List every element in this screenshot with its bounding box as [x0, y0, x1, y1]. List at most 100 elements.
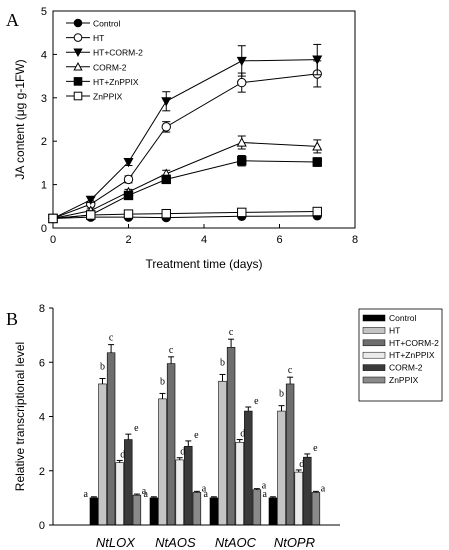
legend-marker: [73, 48, 83, 58]
series-znppix: [48, 206, 322, 224]
bar-znppix: [252, 489, 262, 526]
data-point: [236, 56, 247, 67]
legend-swatch: [362, 351, 386, 359]
legend-marker: [73, 61, 83, 71]
bar-control: [268, 497, 278, 526]
legend: Control HT HT+CORM-2 HT+ZnPPIX CORM-2 ZnPPIX: [358, 308, 443, 402]
bar-corm-2: [124, 439, 133, 526]
legend-swatch: [362, 364, 386, 371]
bar-ht-corm-2: [106, 352, 116, 526]
data-point: [161, 174, 171, 185]
panel-letter-a: A: [6, 10, 19, 30]
legend-label: ZnPPIX: [93, 92, 123, 102]
y-tick-label: 1: [41, 180, 47, 192]
y-axis-ticks: 0 2 4 6 8: [39, 303, 53, 532]
legend-marker: [73, 91, 83, 101]
legend-label: ZnPPIX: [389, 375, 419, 385]
y-axis-label: JA content (μg g-1FW): [13, 59, 27, 179]
series-corm-2: [47, 135, 323, 223]
data-point: [236, 137, 247, 147]
y-axis-label: Relative transcriptional level: [13, 342, 27, 491]
series-line: [52, 211, 318, 219]
bar-control: [209, 497, 219, 526]
legend: Control HT HT+CORM-2 CORM-2 HT+ZnPPIX ZnPPIX: [66, 19, 143, 102]
series-ht-corm-2: [47, 43, 323, 224]
x-tick-label: 6: [276, 234, 282, 246]
significance-label: a: [262, 481, 267, 492]
series-line: [52, 141, 318, 219]
y-tick-label: 8: [39, 303, 45, 315]
panel-letter-b: B: [6, 309, 18, 329]
significance-label: c: [169, 345, 174, 356]
y-tick-label: 3: [41, 93, 47, 105]
legend-label: HT+ZnPPIX: [93, 77, 139, 87]
bar-ht: [218, 380, 227, 526]
data-point: [237, 77, 247, 88]
bar-znppix: [311, 492, 321, 526]
legend-label: HT: [389, 325, 400, 335]
series-line: [52, 59, 318, 219]
significance-label: b: [279, 389, 284, 400]
data-point: [312, 206, 322, 217]
bar-corm-2: [303, 456, 312, 526]
y-tick-label: 6: [39, 357, 45, 369]
series-group: [47, 43, 323, 224]
data-point: [123, 174, 134, 185]
x-tick-label: 4: [201, 234, 207, 246]
legend-label: HT: [93, 33, 104, 43]
y-tick-label: 0: [39, 520, 45, 532]
category-labels: NtLOX NtAOS NtAOC NtOPR: [96, 535, 315, 550]
data-point: [48, 213, 58, 224]
bar-ht-znppix: [235, 441, 244, 526]
y-tick-label: 4: [39, 412, 45, 424]
y-tick-label: 2: [41, 136, 47, 148]
line-chart-panel: 0 1 2 3 4 5 0 2 4 6 8 Treatment time (days) JA co…: [13, 6, 358, 271]
y-tick-label: 4: [41, 49, 47, 61]
significance-label: a: [263, 489, 268, 500]
significance-label: a: [204, 489, 209, 500]
significance-label: e: [254, 396, 259, 407]
legend-swatch: [362, 339, 386, 347]
significance-label: c: [288, 365, 293, 376]
category-label: NtOPR: [274, 535, 315, 550]
data-point: [161, 122, 171, 132]
significance-label: d: [120, 449, 125, 460]
significance-label: e: [194, 430, 199, 441]
legend-swatch: [362, 327, 386, 334]
data-point: [312, 141, 323, 151]
bar-corm-2: [244, 410, 253, 526]
legend-marker: [73, 18, 83, 28]
data-point: [237, 156, 247, 166]
bar-ht-corm-2: [285, 383, 295, 526]
data-point: [123, 157, 134, 168]
data-point: [123, 209, 134, 219]
significance-label: c: [229, 327, 234, 338]
bar-control: [89, 497, 99, 526]
bar-ht-znppix: [175, 459, 184, 526]
significance-label: a: [84, 489, 89, 500]
legend-swatch: [362, 376, 386, 384]
legend-label: Control: [93, 19, 121, 29]
y-tick-label: 2: [39, 466, 45, 478]
significance-label: b: [220, 357, 225, 368]
data-point: [161, 208, 171, 219]
bar-ht: [277, 410, 286, 526]
legend-label: HT+CORM-2: [389, 338, 439, 348]
bar-ht-corm-2: [166, 363, 176, 526]
legend-label: HT+ZnPPIX: [389, 350, 435, 360]
data-point: [237, 207, 247, 218]
x-axis-ticks: 0 2 4 6 8: [50, 224, 358, 246]
bar-ht-znppix: [294, 471, 303, 526]
category-label: NtAOC: [215, 535, 257, 550]
significance-label: a: [144, 489, 149, 500]
legend-swatch: [362, 314, 386, 322]
data-point: [312, 157, 322, 167]
bar-znppix: [132, 494, 142, 526]
bar-corm-2: [184, 446, 193, 526]
legend-marker: [73, 33, 83, 42]
y-axis-ticks: 0 1 2 3 4 5: [41, 6, 57, 235]
category-label: NtLOX: [96, 535, 136, 550]
x-tick-label: 8: [352, 234, 358, 246]
significance-label: d: [180, 447, 185, 458]
